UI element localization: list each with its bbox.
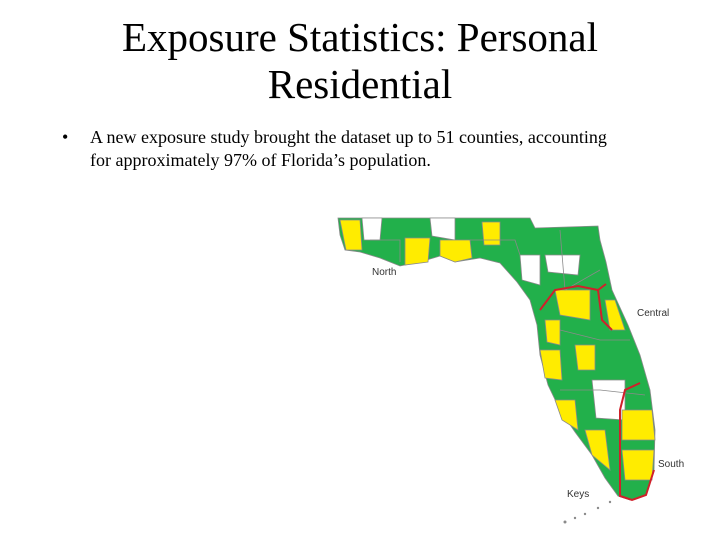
region-label: South bbox=[658, 459, 684, 470]
county bbox=[429, 217, 456, 241]
region-label: Keys bbox=[567, 489, 589, 500]
bullet-item: • A new exposure study brought the datas… bbox=[62, 126, 622, 172]
county bbox=[621, 449, 655, 481]
county-border bbox=[470, 239, 521, 256]
keys bbox=[563, 500, 612, 524]
region-border bbox=[619, 382, 655, 502]
county-border bbox=[560, 389, 646, 396]
county-border bbox=[370, 239, 401, 262]
county bbox=[539, 349, 563, 381]
key-island bbox=[563, 520, 567, 524]
slide-title: Exposure Statistics: Personal Residentia… bbox=[121, 14, 598, 107]
key-island bbox=[583, 512, 587, 516]
county bbox=[339, 219, 363, 251]
county bbox=[554, 289, 591, 321]
county-border bbox=[559, 329, 630, 341]
region-label: Central bbox=[637, 308, 669, 319]
county bbox=[604, 299, 626, 331]
county bbox=[554, 399, 579, 431]
region-label: North bbox=[372, 267, 396, 278]
key-island bbox=[573, 516, 577, 520]
county bbox=[574, 344, 596, 371]
key-island bbox=[596, 506, 600, 510]
region-borders bbox=[539, 283, 655, 502]
bullet-marker: • bbox=[62, 127, 69, 147]
county bbox=[481, 221, 501, 246]
county bbox=[439, 239, 473, 263]
region-border bbox=[539, 283, 607, 311]
key-island bbox=[608, 500, 612, 504]
county bbox=[621, 409, 656, 441]
county bbox=[544, 254, 581, 276]
region-border bbox=[597, 289, 613, 331]
counties bbox=[337, 217, 656, 501]
county bbox=[584, 429, 611, 471]
county bbox=[544, 319, 561, 346]
county bbox=[361, 217, 383, 241]
county bbox=[404, 237, 431, 266]
bullet-text: A new exposure study brought the dataset… bbox=[90, 127, 607, 170]
county-border bbox=[559, 229, 601, 291]
county bbox=[519, 254, 541, 286]
